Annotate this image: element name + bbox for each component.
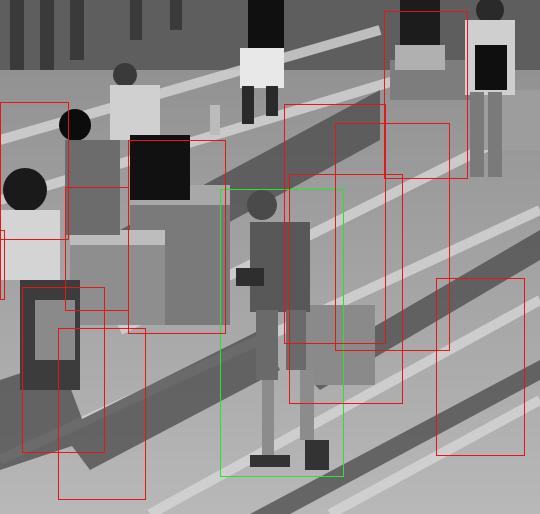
person-bounding-box bbox=[0, 102, 69, 240]
balustrade-posts bbox=[10, 0, 182, 70]
person-bounding-box bbox=[0, 230, 5, 300]
person-bounding-box bbox=[128, 140, 226, 334]
people bbox=[0, 0, 515, 470]
person-bounding-box bbox=[289, 174, 403, 404]
person-bounding-box bbox=[335, 123, 450, 351]
person-bounding-box bbox=[58, 328, 146, 500]
person-bounding-box bbox=[22, 287, 105, 453]
person-bounding-box bbox=[436, 278, 525, 456]
person-bounding-box bbox=[384, 11, 468, 179]
